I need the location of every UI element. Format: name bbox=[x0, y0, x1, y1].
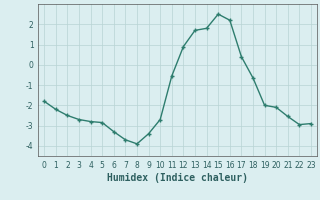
X-axis label: Humidex (Indice chaleur): Humidex (Indice chaleur) bbox=[107, 173, 248, 183]
